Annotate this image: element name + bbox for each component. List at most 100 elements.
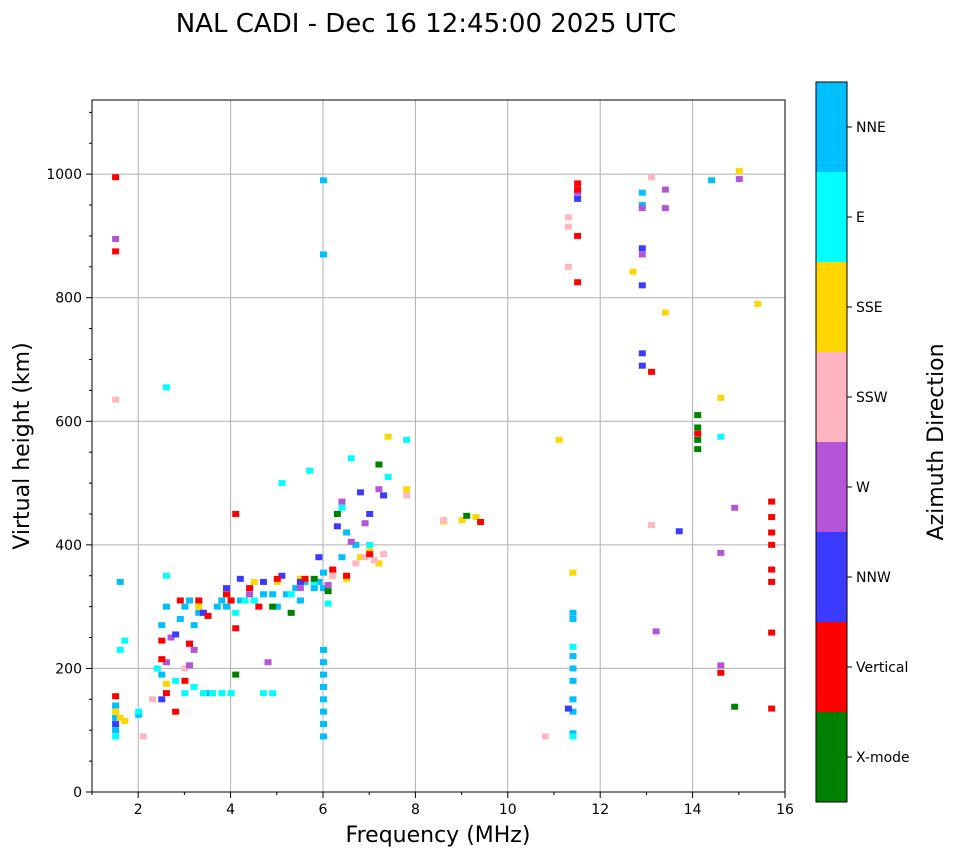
data-point-vertical [176,597,184,604]
data-point-w [375,486,383,493]
data-point-sse [754,300,762,307]
data-point-nne [320,251,327,258]
data-point-nne [158,671,166,678]
data-point-vertical [768,705,776,712]
data-point-nne [269,591,277,598]
data-point-vertical [246,585,254,592]
data-point-sse [661,309,669,316]
data-point-e [209,690,217,697]
data-point-nnw [356,489,364,496]
colorbar-tick-label: E [856,210,865,226]
data-point-sse [569,569,577,576]
data-point-ssw [352,560,360,567]
data-point-sse [403,486,411,493]
data-point-nne [343,529,351,536]
data-point-nnw [380,492,388,499]
data-point-vertical [343,572,351,579]
data-point-sse [273,578,281,585]
data-point-w [574,189,582,196]
data-point-w [264,659,272,666]
data-point-vertical [768,578,776,585]
colorbar-swatch-ssw [816,352,847,442]
data-point-x-mode [463,512,471,519]
data-point-nnw [333,523,341,530]
colorbar-swatch-w [816,442,847,532]
data-point-w [731,504,739,511]
data-point-e [269,690,277,697]
y-tick-label: 1000 [46,167,82,183]
x-tick-label: 8 [411,802,420,818]
data-point-vertical [255,603,263,610]
data-point-vertical [232,510,240,517]
data-point-e [259,690,267,697]
data-point-ssw [112,396,120,403]
data-point-w [186,662,194,669]
colorbar-tick-label: Vertical [856,660,908,676]
data-point-sse [195,603,203,610]
data-point-nnw [259,578,267,585]
data-point-nne [116,578,124,585]
data-point-w [190,646,198,653]
data-point-nnw [638,245,646,252]
data-point-sse [375,560,383,567]
data-point-e [218,690,226,697]
data-point-nne [320,721,327,728]
data-point-ssw [370,557,378,564]
data-point-e [324,600,332,607]
x-tick-label: 16 [776,802,794,818]
data-point-nne [112,702,120,709]
data-point-nne [569,616,577,622]
data-point-nnw [638,350,646,357]
data-point-ssw [564,263,572,270]
data-point-ssw [564,223,572,230]
data-point-vertical [158,656,166,663]
data-point-e [287,591,295,598]
data-point-e [717,433,725,440]
data-point-w [652,628,660,635]
data-point-nne [213,603,221,610]
colorbar-swatch-e [816,172,847,262]
data-point-sse [343,575,351,582]
data-point-x-mode [375,461,383,468]
data-point-x-mode [232,671,240,678]
data-point-nne [352,541,360,548]
colorbar-swatch-x-mode [816,712,847,802]
data-point-vertical [574,279,582,286]
data-point-nne [320,683,327,690]
data-point-vertical [232,625,240,632]
data-point-sse [112,708,120,715]
data-point-e [569,643,577,650]
colorbar: X-mode Vertical NNW W SSW SSE E NNE [815,81,910,803]
data-point-vertical [222,591,230,598]
data-point-nnw [638,282,646,289]
data-point-vertical [172,708,180,715]
data-point-ssw [329,572,337,579]
plot-frame [91,99,786,793]
data-point-vertical [112,693,120,700]
data-point-sse [555,436,563,443]
colorbar-swatch-sse [816,262,847,352]
data-point-vertical [186,640,194,647]
data-point-vertical [768,541,776,548]
data-point-ssw [541,733,549,740]
data-point-vertical [195,597,203,604]
data-point-x-mode [694,446,702,453]
data-point-nne [338,554,346,561]
data-point-nne [320,708,327,715]
data-point-nnw [675,528,683,535]
data-point-ssw [361,554,369,561]
data-point-sse [735,168,743,175]
data-point-nnw [278,572,286,579]
data-point-vertical [768,529,776,536]
data-point-e [569,733,577,740]
data-point-e [172,677,180,684]
data-point-nnw [366,510,374,517]
colorbar-tick-label: NNE [856,120,886,136]
x-axis-label: Frequency (MHz) [346,823,531,848]
x-tick-label: 4 [226,802,235,818]
data-point-nne [569,609,577,616]
data-point-w [361,520,369,527]
data-point-nne [296,597,304,604]
data-point-x-mode [694,424,702,431]
data-point-nne [112,714,120,721]
